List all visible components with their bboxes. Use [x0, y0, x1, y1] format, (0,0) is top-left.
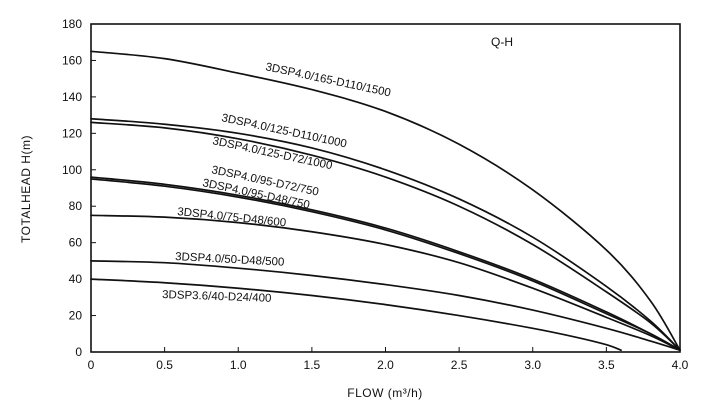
ticks: 0 0.5 1.0 1.5 2.0 2.5 3.0 3.5 4.0 0 20 40 60 80 100 120…	[62, 17, 689, 372]
x-tick-label: 4.0	[672, 358, 689, 372]
x-tick-label: 3.0	[524, 358, 541, 372]
curve-label: 3DSP4.0/50-D48/500	[175, 251, 285, 269]
curve-3dsp4-0-165-d110-1500	[90, 50, 681, 352]
curve-label: 3DSP3.6/40-D24/400	[162, 289, 272, 305]
y-tick-label: 40	[69, 272, 83, 286]
curves	[90, 50, 681, 352]
curve-3dsp4-0-125-d110-1000	[90, 117, 681, 352]
x-tick-label: 1.0	[230, 358, 247, 372]
x-tick-label: 2.5	[451, 358, 468, 372]
curve-3dsp4-0-75-d48-600	[90, 214, 681, 352]
legend-tag: Q-H	[491, 35, 513, 49]
curve-label: 3DSP4.0/75-D48/600	[177, 206, 287, 229]
curve-3dsp4-0-50-d48-500	[90, 260, 681, 352]
x-tick-label: 2.0	[377, 358, 394, 372]
y-tick-label: 20	[69, 309, 83, 323]
x-tick-label: 3.5	[598, 358, 615, 372]
x-tick-label: 0	[88, 358, 95, 372]
y-tick-label: 0	[75, 345, 82, 359]
y-tick-label: 180	[62, 17, 82, 31]
y-tick-label: 120	[62, 126, 82, 140]
curve-3dsp4-0-125-d72-1000	[90, 121, 681, 352]
y-tick-label: 80	[69, 199, 83, 213]
curve-3dsp3-6-40-d24-400	[90, 278, 622, 352]
y-tick-label: 140	[62, 90, 82, 104]
y-axis-title: TOTALHEAD H(m)	[19, 135, 33, 243]
y-tick-label: 100	[62, 163, 82, 177]
x-tick-label: 1.5	[304, 358, 321, 372]
x-axis-title: FLOW (m³/h)	[347, 386, 423, 400]
y-tick-label: 160	[62, 53, 82, 67]
y-tick-label: 60	[69, 236, 83, 250]
curve-labels: 3DSP4.0/165-D110/15003DSP4.0/125-D110/10…	[162, 61, 392, 305]
curve-3dsp4-0-95-d72-750	[90, 176, 681, 352]
curve-3dsp4-0-95-d48-750	[90, 178, 681, 352]
x-tick-label: 0.5	[156, 358, 173, 372]
